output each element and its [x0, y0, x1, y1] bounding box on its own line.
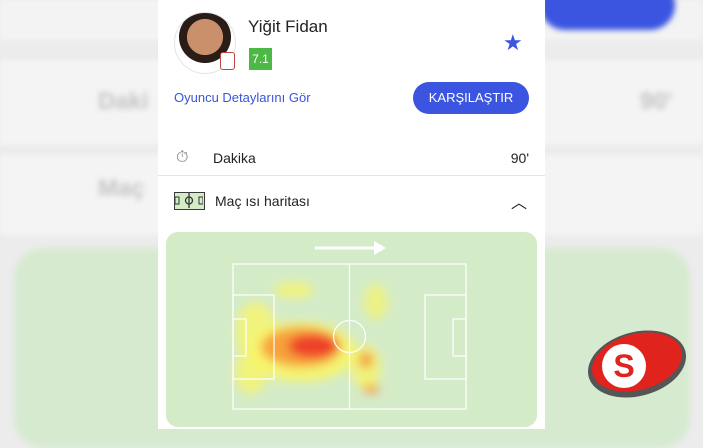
team-logo — [220, 52, 235, 70]
player-name: Yiğit Fidan — [248, 17, 328, 36]
chevron-up-icon[interactable]: ︿ — [510, 195, 527, 212]
stat-value: 90' — [510, 149, 529, 166]
stat-label: Dakika — [213, 149, 256, 166]
rating-badge: 7.1 — [249, 48, 272, 70]
svg-text:S: S — [613, 348, 634, 384]
heatmap — [166, 232, 537, 427]
pitch-lines — [232, 263, 467, 410]
stat-row-minutes: ⏱ Dakika 90' — [158, 140, 545, 176]
heatmap-header[interactable]: Maç ısı haritası ︿ — [158, 186, 545, 216]
compare-button[interactable]: KARŞILAŞTIR — [413, 82, 529, 114]
player-details-link[interactable]: Oyuncu Detaylarını Gör — [174, 90, 311, 105]
player-card: Yiğit Fidan 7.1 ★ Oyuncu Detaylarını Gör… — [158, 0, 545, 429]
favorite-star-icon[interactable]: ★ — [503, 30, 523, 55]
stopwatch-icon: ⏱ — [176, 148, 189, 166]
heatmap-title: Maç ısı haritası — [215, 193, 310, 209]
watermark-logo: S — [584, 322, 690, 407]
direction-arrow-icon — [315, 241, 386, 255]
pitch-icon — [174, 192, 205, 210]
